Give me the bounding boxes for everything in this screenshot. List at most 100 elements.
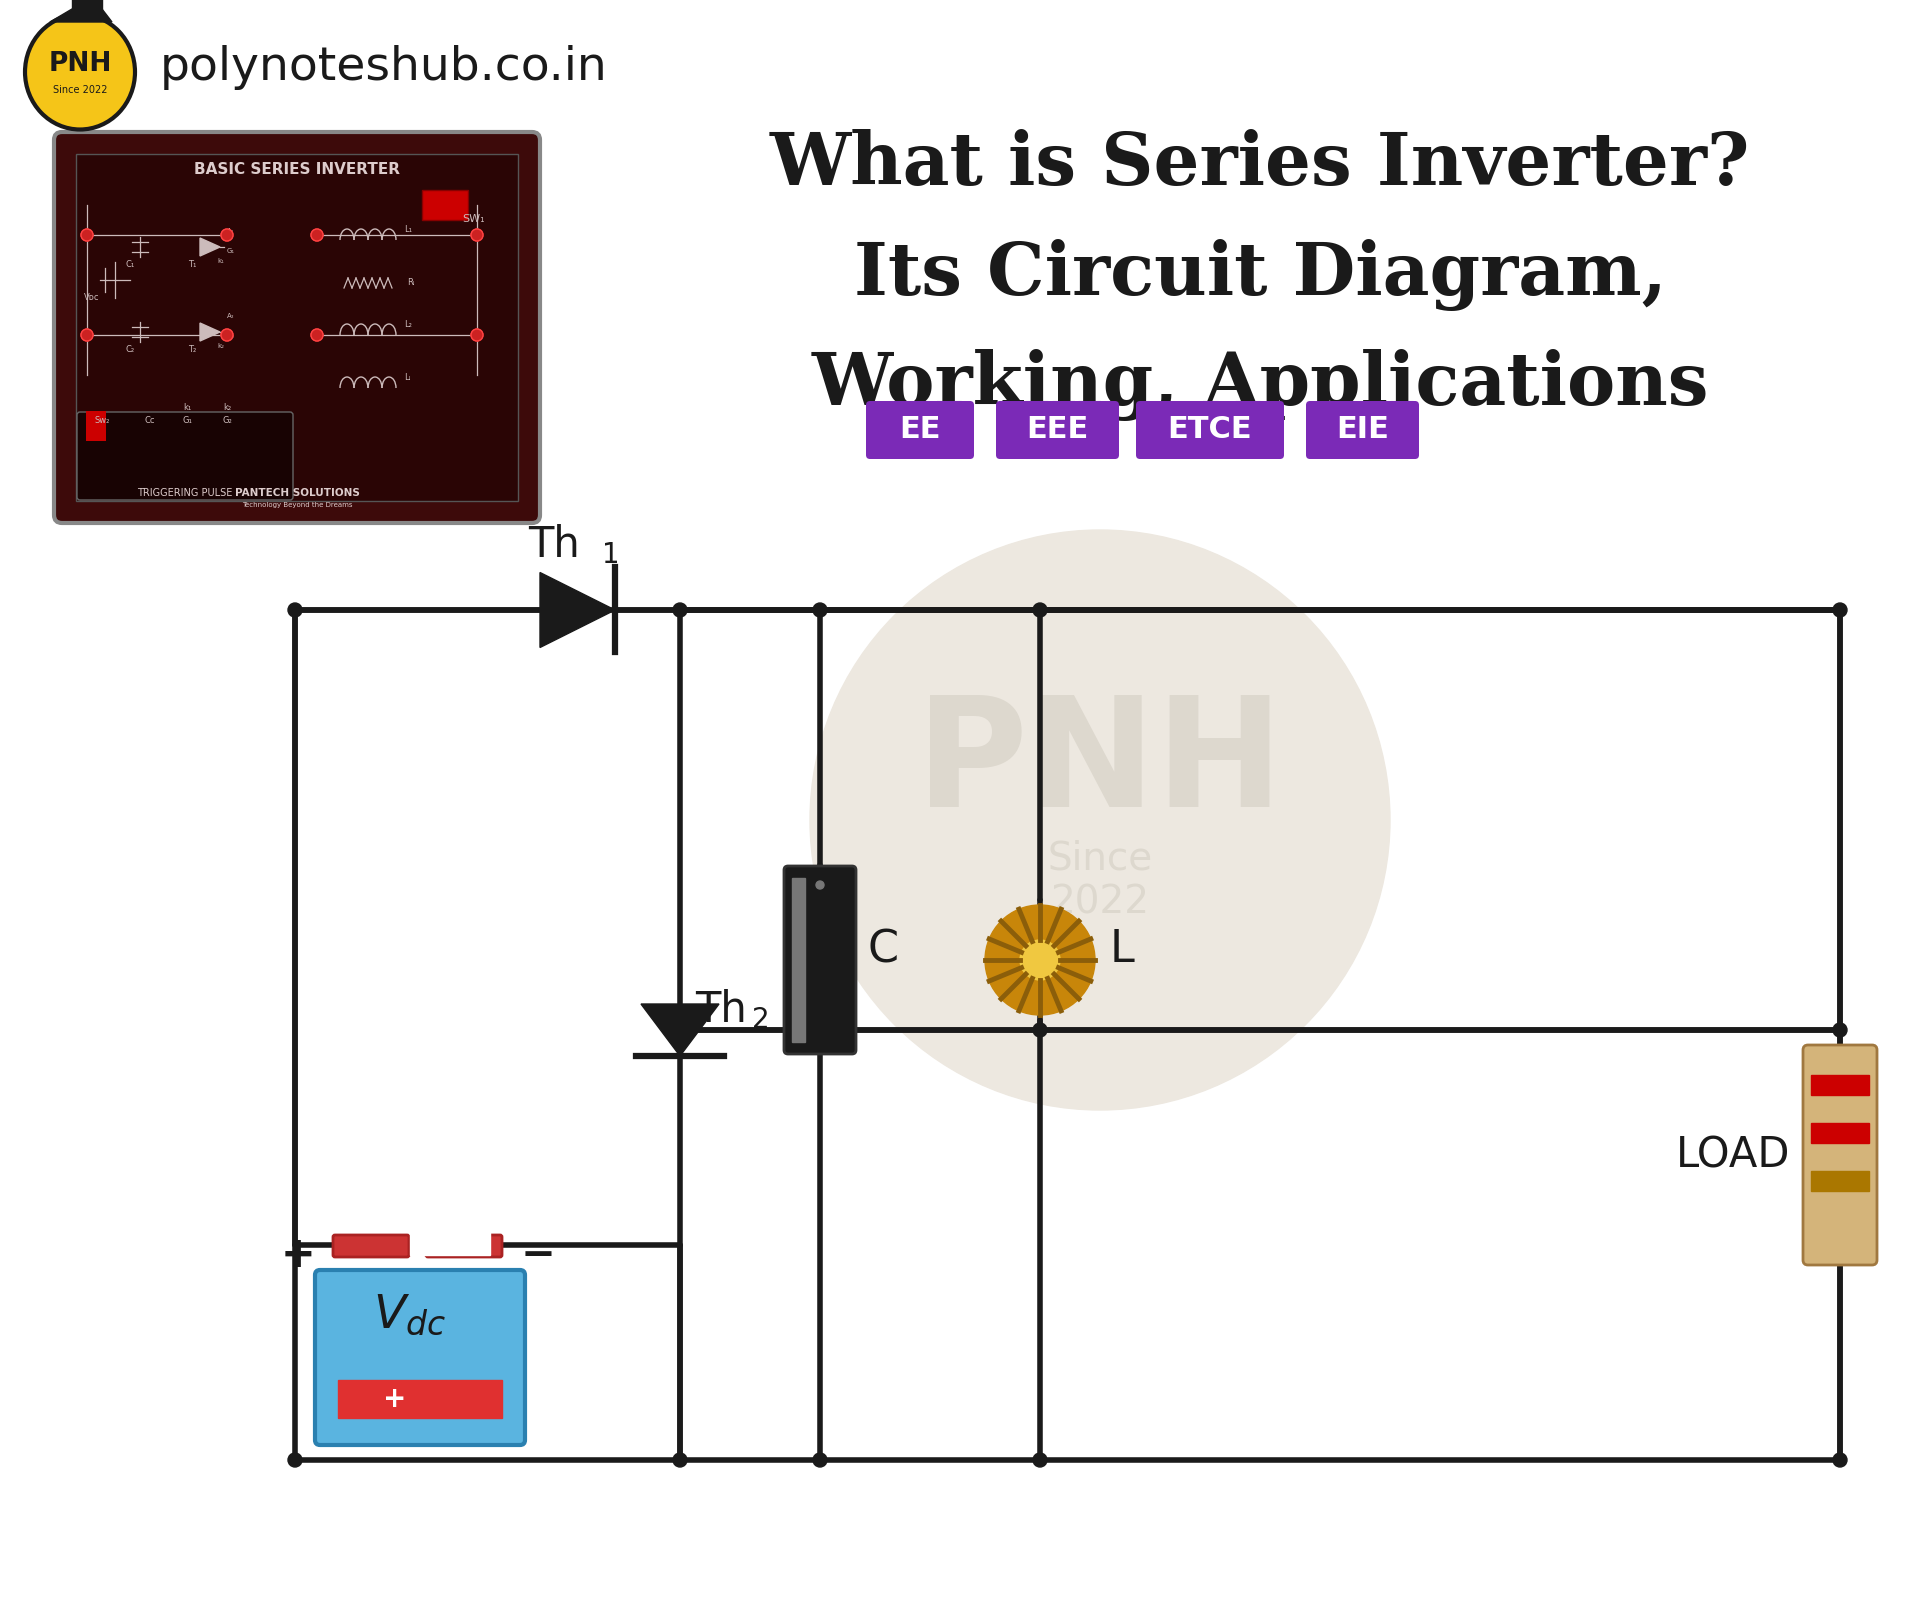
Circle shape	[1033, 604, 1046, 617]
Circle shape	[674, 604, 687, 617]
FancyBboxPatch shape	[866, 401, 973, 459]
Circle shape	[311, 229, 323, 242]
Bar	[1811, 1124, 1868, 1143]
FancyBboxPatch shape	[86, 411, 106, 441]
Text: polynoteshub.co.in: polynoteshub.co.in	[159, 45, 609, 90]
Text: PNH: PNH	[916, 691, 1284, 839]
Circle shape	[288, 1452, 301, 1467]
Text: Lₗ: Lₗ	[403, 374, 411, 382]
Polygon shape	[73, 0, 102, 11]
FancyBboxPatch shape	[315, 1270, 524, 1446]
Circle shape	[1033, 1022, 1046, 1037]
Text: $V_{dc}$: $V_{dc}$	[374, 1293, 447, 1338]
Circle shape	[1834, 1452, 1847, 1467]
Circle shape	[221, 328, 232, 341]
Text: L: L	[1110, 929, 1135, 971]
Text: A₂: A₂	[227, 312, 234, 319]
FancyBboxPatch shape	[783, 866, 856, 1055]
Circle shape	[288, 604, 301, 617]
FancyBboxPatch shape	[1137, 401, 1284, 459]
Bar	[411, 1195, 490, 1256]
Polygon shape	[200, 238, 221, 256]
Text: SW₁: SW₁	[463, 214, 484, 224]
FancyBboxPatch shape	[54, 132, 540, 523]
Text: +: +	[280, 1233, 315, 1277]
Circle shape	[1834, 1022, 1847, 1037]
Circle shape	[810, 530, 1390, 1109]
Circle shape	[1834, 604, 1847, 617]
Circle shape	[1033, 1452, 1046, 1467]
Text: C₁: C₁	[125, 259, 134, 269]
FancyBboxPatch shape	[422, 190, 468, 221]
Text: Its Circuit Diagram,: Its Circuit Diagram,	[854, 238, 1667, 311]
Text: PANTECH SOLUTIONS: PANTECH SOLUTIONS	[234, 488, 359, 497]
Text: PNH: PNH	[48, 52, 111, 77]
Circle shape	[1020, 940, 1060, 980]
Text: Rₗ: Rₗ	[407, 279, 415, 287]
Circle shape	[311, 328, 323, 341]
Bar	[1811, 1170, 1868, 1191]
Circle shape	[985, 905, 1094, 1014]
Text: Vᴅᴄ: Vᴅᴄ	[84, 293, 100, 303]
Text: C: C	[868, 929, 899, 971]
Ellipse shape	[25, 14, 134, 129]
FancyBboxPatch shape	[77, 155, 518, 501]
Circle shape	[470, 229, 484, 242]
Text: k₁: k₁	[182, 402, 192, 412]
Text: ETCE: ETCE	[1167, 415, 1252, 444]
Circle shape	[812, 1022, 828, 1037]
FancyBboxPatch shape	[1306, 401, 1419, 459]
Bar	[1811, 1075, 1868, 1095]
Circle shape	[81, 229, 92, 242]
Bar	[791, 877, 804, 1042]
Text: 2: 2	[753, 1006, 770, 1034]
Text: A₁: A₁	[227, 229, 234, 233]
Text: L₁: L₁	[403, 225, 413, 233]
Polygon shape	[540, 573, 614, 647]
FancyBboxPatch shape	[332, 1235, 409, 1257]
FancyBboxPatch shape	[996, 401, 1119, 459]
Text: EEE: EEE	[1027, 415, 1089, 444]
Text: Since
2022: Since 2022	[1048, 839, 1152, 921]
Polygon shape	[200, 324, 221, 341]
Text: Cᴄ: Cᴄ	[144, 415, 156, 425]
Text: Working, Applications: Working, Applications	[812, 349, 1709, 420]
Text: LOAD: LOAD	[1676, 1133, 1789, 1175]
Circle shape	[812, 1452, 828, 1467]
Circle shape	[674, 1022, 687, 1037]
Text: +: +	[384, 1385, 407, 1414]
Text: EE: EE	[899, 415, 941, 444]
Polygon shape	[50, 10, 111, 23]
Circle shape	[470, 328, 484, 341]
Text: 1: 1	[603, 541, 620, 568]
Text: BASIC SERIES INVERTER: BASIC SERIES INVERTER	[194, 163, 399, 177]
Bar	[338, 1380, 501, 1418]
Text: What is Series Inverter?: What is Series Inverter?	[770, 129, 1751, 201]
Text: G₂: G₂	[227, 333, 236, 340]
FancyBboxPatch shape	[1803, 1045, 1878, 1265]
Text: L₂: L₂	[403, 320, 413, 328]
Circle shape	[674, 1452, 687, 1467]
Text: k₁: k₁	[217, 258, 225, 264]
Circle shape	[812, 604, 828, 617]
Text: Th: Th	[695, 989, 747, 1030]
Text: k₂: k₂	[217, 343, 225, 349]
Text: Since 2022: Since 2022	[52, 85, 108, 95]
FancyBboxPatch shape	[426, 1235, 501, 1257]
Text: Sw₂: Sw₂	[94, 415, 109, 425]
Text: Technology Beyond the Dreams: Technology Beyond the Dreams	[242, 502, 351, 509]
Circle shape	[81, 328, 92, 341]
FancyBboxPatch shape	[77, 412, 294, 501]
Text: TRIGGERING PULSE: TRIGGERING PULSE	[138, 488, 232, 497]
Text: T₂: T₂	[188, 345, 196, 354]
Text: G₁: G₁	[227, 248, 234, 254]
Polygon shape	[641, 1005, 718, 1056]
Text: T₁: T₁	[188, 259, 196, 269]
Text: k₂: k₂	[223, 402, 230, 412]
Circle shape	[221, 229, 232, 242]
Text: C₂: C₂	[125, 345, 134, 354]
Circle shape	[816, 881, 824, 889]
Text: Th: Th	[528, 523, 580, 567]
Text: EIE: EIE	[1336, 415, 1388, 444]
Text: −: −	[520, 1233, 555, 1277]
